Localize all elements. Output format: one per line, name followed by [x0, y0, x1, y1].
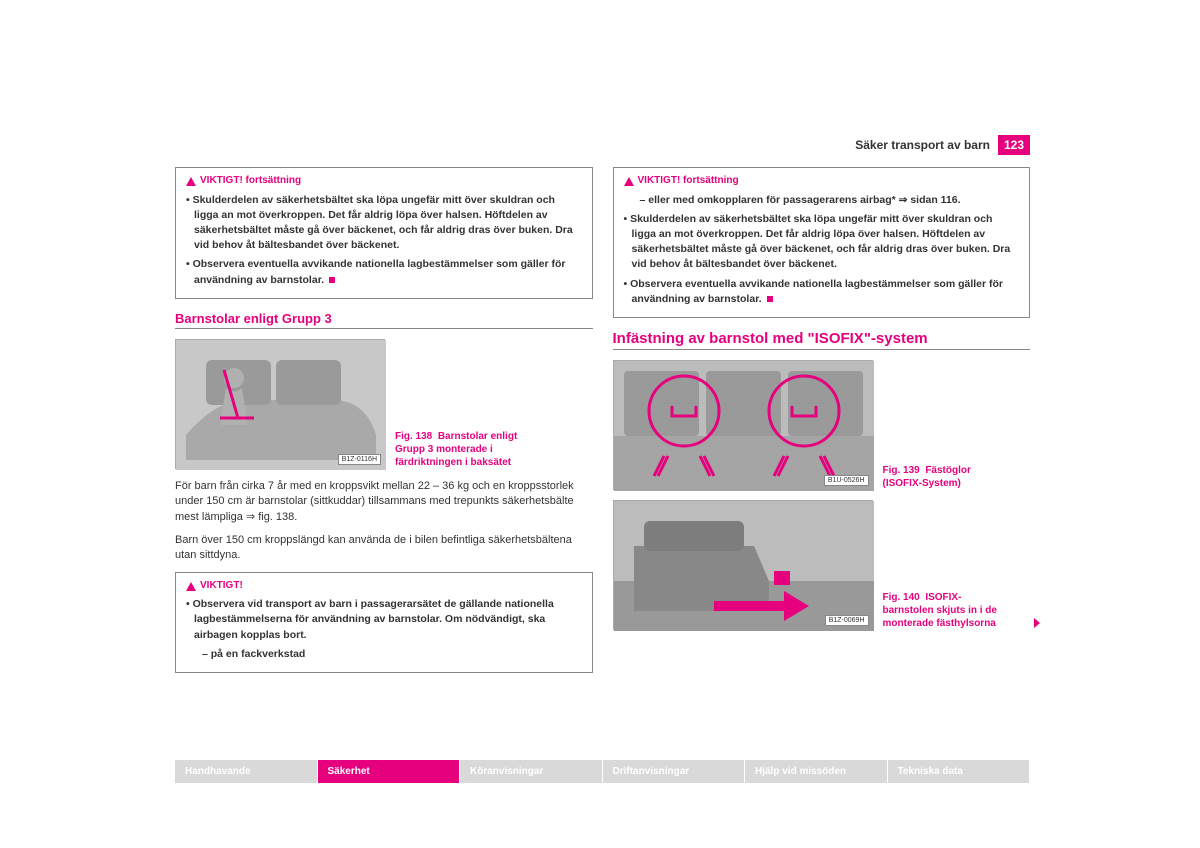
section-heading: Infästning av barnstol med "ISOFIX"-syst…	[613, 330, 1031, 350]
warning-box: VIKTIGT! Observera vid transport av barn…	[175, 572, 593, 673]
figure-image: B1Z-0116H	[175, 339, 385, 469]
warning-label: VIKTIGT! fortsättning	[200, 174, 301, 189]
left-column: VIKTIGT! fortsättning Skulderdelen av sä…	[175, 167, 593, 685]
warning-icon	[186, 582, 196, 591]
warning-dash: eller med omkopplaren för passagerarens …	[624, 193, 1020, 208]
figure-caption: Fig. 139 Fästöglor (ISOFIX-System)	[883, 464, 1013, 490]
warning-label: VIKTIGT! fortsättning	[638, 174, 739, 189]
two-column-layout: VIKTIGT! fortsättning Skulderdelen av sä…	[175, 167, 1030, 685]
figure-140: B1Z-0069H Fig. 140 ISOFIX-barnstolen skj…	[613, 500, 1031, 630]
figure-139: B1U-0526H Fig. 139 Fästöglor (ISOFIX-Sys…	[613, 360, 1031, 490]
warning-bullet: Observera eventuella avvikande nationell…	[624, 277, 1020, 307]
image-badge: B1U-0526H	[824, 475, 869, 486]
paragraph: För barn från cirka 7 år med en kroppsvi…	[175, 479, 593, 525]
warning-bullet: Skulderdelen av säkerhetsbältet ska löpa…	[624, 212, 1020, 273]
nav-tab-hjalp[interactable]: Hjälp vid missöden	[745, 760, 888, 783]
section-heading: Barnstolar enligt Grupp 3	[175, 311, 593, 329]
nav-tab-tekniska[interactable]: Tekniska data	[888, 760, 1031, 783]
figure-138: B1Z-0116H Fig. 138 Barnstolar enligt Gru…	[175, 339, 593, 469]
bottom-nav: Handhavande Säkerhet Köranvisningar Drif…	[175, 760, 1030, 783]
warning-bullet: Skulderdelen av säkerhetsbältet ska löpa…	[186, 193, 582, 254]
image-badge: B1Z-0069H	[825, 615, 869, 626]
end-marker-icon	[767, 296, 773, 302]
right-column: VIKTIGT! fortsättning eller med omkoppla…	[613, 167, 1031, 685]
figure-image: B1U-0526H	[613, 360, 873, 490]
warning-bullet: Observera eventuella avvikande nationell…	[186, 257, 582, 287]
page-content: Säker transport av barn 123 VIKTIGT! for…	[175, 135, 1030, 685]
end-marker-icon	[329, 277, 335, 283]
figure-caption: Fig. 140 ISOFIX-barnstolen skjuts in i d…	[883, 591, 1013, 630]
image-badge: B1Z-0116H	[338, 454, 381, 465]
warning-header: VIKTIGT! fortsättning	[624, 174, 1020, 189]
figure-caption: Fig. 138 Barnstolar enligt Grupp 3 monte…	[395, 430, 525, 469]
chapter-title: Säker transport av barn	[855, 138, 990, 152]
warning-bullet: Observera vid transport av barn i passag…	[186, 597, 582, 643]
nav-tab-driftanvisningar[interactable]: Driftanvisningar	[603, 760, 746, 783]
warning-icon	[186, 177, 196, 186]
warning-header: VIKTIGT!	[186, 579, 582, 594]
page-header: Säker transport av barn 123	[175, 135, 1030, 155]
warning-box: VIKTIGT! fortsättning eller med omkoppla…	[613, 167, 1031, 318]
warning-label: VIKTIGT!	[200, 579, 243, 594]
nav-tab-koranvisningar[interactable]: Köranvisningar	[460, 760, 603, 783]
warning-box: VIKTIGT! fortsättning Skulderdelen av sä…	[175, 167, 593, 299]
figure-image: B1Z-0069H	[613, 500, 873, 630]
warning-header: VIKTIGT! fortsättning	[186, 174, 582, 189]
paragraph: Barn över 150 cm kroppslängd kan använda…	[175, 533, 593, 564]
continue-icon	[1034, 618, 1040, 628]
warning-icon	[624, 177, 634, 186]
page-number: 123	[998, 135, 1030, 155]
nav-tab-sakerhet[interactable]: Säkerhet	[318, 760, 461, 783]
nav-tab-handhavande[interactable]: Handhavande	[175, 760, 318, 783]
warning-dash: på en fackverkstad	[186, 647, 582, 662]
